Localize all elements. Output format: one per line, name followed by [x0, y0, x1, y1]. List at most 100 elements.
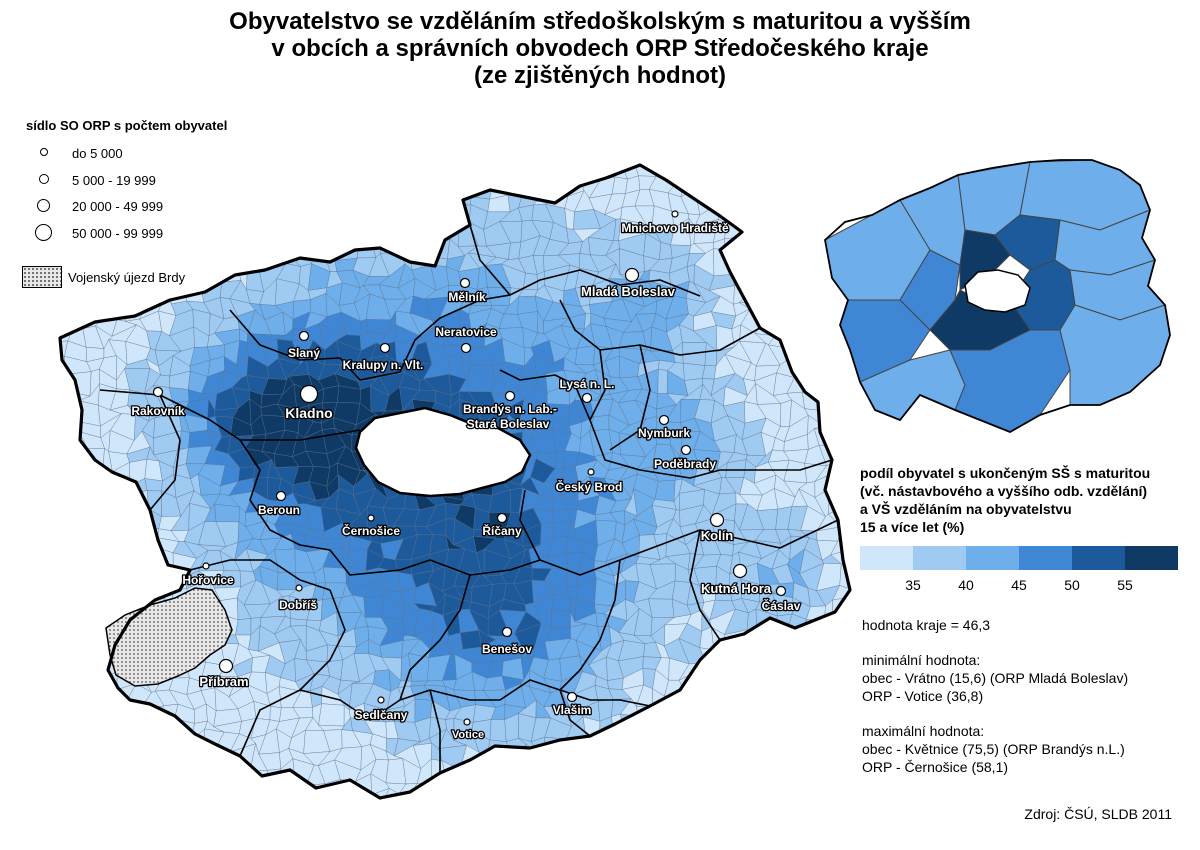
municipality-cell: [768, 631, 787, 652]
municipality-cell: [816, 699, 833, 724]
city-marker: [299, 384, 319, 404]
municipality-cell: [60, 656, 72, 679]
city-marker: [218, 658, 234, 674]
inset-orp-kutna-hora: [1059, 304, 1170, 406]
municipality-cell: [319, 178, 347, 202]
municipality-cell: [800, 703, 820, 724]
municipality-cell: [794, 354, 811, 378]
municipality-cell: [138, 549, 164, 571]
city-marker: [496, 512, 508, 524]
municipality-cell: [118, 493, 131, 511]
municipality-cell: [60, 374, 67, 393]
municipality-cell: [43, 508, 60, 523]
municipality-cell: [654, 480, 676, 502]
municipality-cell: [95, 519, 120, 547]
municipality-cell: [84, 287, 99, 301]
municipality-cell: [711, 702, 736, 717]
municipality-cell: [783, 793, 807, 798]
municipality-cell: [60, 475, 62, 499]
municipality-cell: [222, 242, 242, 257]
municipality-cell: [67, 721, 92, 737]
municipality-cell: [60, 399, 71, 416]
municipality-cell: [246, 250, 264, 273]
circle-large-icon: [35, 224, 52, 241]
municipality-cell: [322, 795, 339, 798]
municipality-cell: [664, 759, 690, 785]
municipality-cell: [750, 267, 765, 292]
municipality-cell: [284, 165, 302, 172]
municipality-cell: [733, 774, 751, 798]
municipality-cell: [814, 310, 834, 335]
city-marker: [709, 512, 725, 528]
municipality-cell: [382, 165, 404, 186]
max-title: maximální hodnota:: [862, 723, 985, 739]
municipality-cell: [111, 557, 134, 571]
municipality-cell: [60, 310, 75, 328]
municipality-cell: [262, 165, 286, 171]
municipality-cell: [244, 165, 271, 187]
municipality-cell: [845, 165, 850, 184]
municipality-cell: [696, 668, 719, 694]
municipality-cell: [386, 181, 404, 193]
city-marker: [459, 277, 471, 289]
municipality-cell: [122, 707, 151, 717]
municipality-cell: [282, 183, 301, 201]
municipality-cell: [798, 165, 822, 172]
city-marker: [680, 444, 692, 456]
municipality-cell: [838, 174, 850, 200]
municipality-cell: [772, 227, 792, 240]
municipality-cell: [250, 193, 271, 215]
municipality-cell: [768, 233, 793, 262]
municipality-cell: [575, 345, 596, 366]
municipality-cell: [129, 569, 150, 592]
city-marker: [463, 718, 471, 726]
municipality-cell: [808, 238, 827, 260]
municipality-cell: [60, 642, 72, 662]
municipality-cell: [776, 733, 787, 750]
city-marker: [367, 514, 375, 522]
municipality-cell: [97, 745, 122, 769]
municipality-cell: [304, 208, 327, 225]
city-label: Sedlčany: [355, 708, 408, 722]
municipality-cell: [813, 190, 839, 211]
municipality-cell: [743, 166, 764, 186]
municipality-cell: [637, 716, 662, 742]
municipality-cell: [755, 688, 781, 711]
municipality-cell: [368, 206, 386, 227]
municipality-cell: [550, 778, 571, 798]
municipality-cell: [81, 745, 105, 769]
municipality-cell: [380, 788, 400, 798]
municipality-cell: [837, 629, 849, 641]
city-label: Stará Boleslav: [467, 417, 550, 431]
city-marker: [202, 562, 210, 570]
municipality-cell: [671, 165, 684, 185]
municipality-cell: [290, 208, 310, 230]
municipality-cell: [610, 733, 632, 751]
city-label: Hořovice: [182, 573, 234, 587]
municipality-cell: [173, 209, 196, 228]
municipality-cell: [312, 180, 328, 202]
municipality-cell: [60, 492, 72, 512]
municipality-cell: [680, 718, 703, 734]
color-scale-title-line: a VŠ vzděláním na obyvatelstvu: [860, 501, 1072, 517]
municipality-cell: [715, 762, 734, 779]
municipality-cell: [60, 536, 68, 562]
municipality-cell: [248, 173, 271, 200]
municipality-cell: [844, 780, 850, 796]
municipality-cell: [654, 782, 670, 798]
municipality-cell: [60, 299, 77, 316]
municipality-cell: [587, 762, 615, 780]
municipality-cell: [507, 176, 523, 196]
municipality-cell: [337, 165, 356, 181]
municipality-cell: [155, 173, 181, 192]
municipality-cell: [711, 668, 732, 693]
municipality-cell: [787, 318, 806, 334]
municipality-cell: [444, 174, 459, 192]
municipality-cell: [515, 165, 540, 177]
municipality-cell: [821, 165, 840, 182]
municipality-cell: [777, 269, 797, 286]
municipality-cell: [290, 165, 314, 172]
municipality-cell: [588, 778, 615, 798]
municipality-cell: [110, 715, 132, 740]
municipality-cell: [218, 173, 242, 196]
